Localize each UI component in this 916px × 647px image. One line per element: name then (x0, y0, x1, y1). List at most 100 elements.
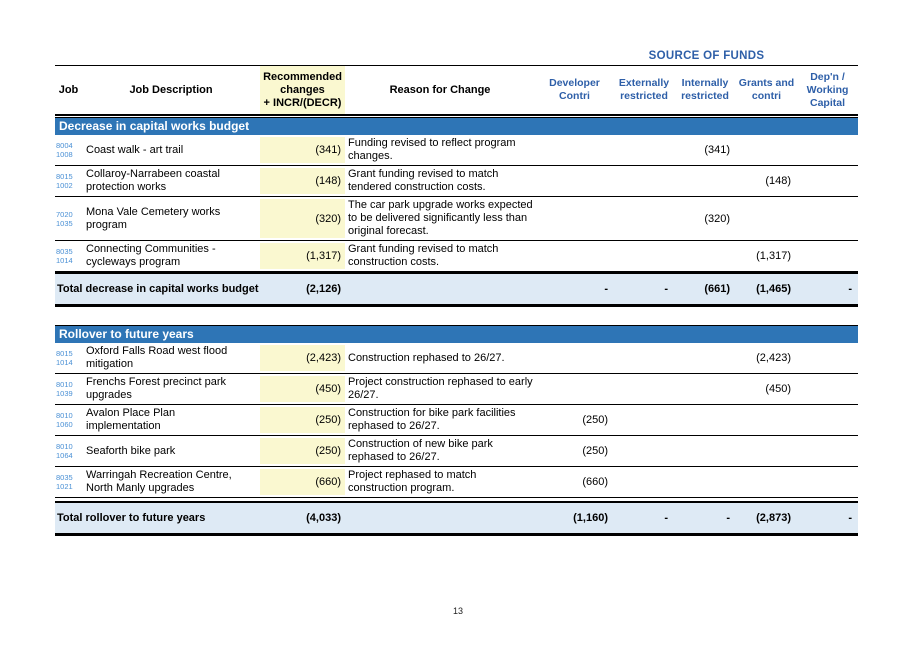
total-label: Total decrease in capital works budget (57, 282, 259, 295)
job-code: 8015 1014 (55, 349, 82, 367)
section-total-row: Total rollover to future years (4,033) (1,… (55, 501, 858, 536)
job-code-line: 7020 (56, 209, 73, 219)
column-header-fund-0: Developer Contri (549, 77, 600, 102)
total-fund-value: - (604, 283, 608, 295)
job-code: 8035 1021 (55, 473, 82, 491)
table-row: 8015 1014 Oxford Falls Road west flood mit… (55, 343, 858, 374)
total-fund-value: - (664, 283, 668, 295)
job-code-line: 8035 (56, 247, 73, 256)
table-row: 8010 1039 Frenchs Forest precinct park upg… (55, 374, 858, 405)
job-code: 8035 1014 (55, 247, 82, 265)
total-fund-value: (1,465) (756, 283, 791, 295)
job-description: Mona Vale Cemetery works program (86, 205, 221, 231)
table-row: 8010 1060 Avalon Place Plan implementation… (55, 405, 858, 436)
budget-table: SOURCE OF FUNDS Job Job Description Reco… (55, 50, 858, 536)
total-recommended-amount: (2,126) (306, 283, 341, 295)
fund-value: (450) (765, 383, 791, 395)
column-header-job: Job (58, 83, 79, 96)
reason-text: Construction for bike park facilities re… (348, 407, 516, 432)
job-code: 8015 1002 (55, 172, 82, 190)
job-code: 8010 1039 (55, 380, 82, 398)
table-row: 8010 1064 Seaforth bike park (250) Construct… (55, 436, 858, 467)
recommended-amount: (660) (260, 469, 345, 495)
job-code-line: 1014 (56, 256, 73, 265)
job-code-line: 1002 (56, 181, 73, 190)
fund-value: (2,423) (756, 352, 791, 364)
table-row: 8004 1008 Coast walk - art trail (341) Fundi… (55, 135, 858, 166)
reason-text: Construction of new bike park rephased t… (348, 438, 493, 463)
job-code-line: 8015 (56, 349, 73, 358)
job-code-line: 8010 (56, 411, 73, 420)
column-header-fund-3: Grants and contri (738, 77, 795, 102)
column-header-fund-4: Dep'n / Working Capital (806, 70, 849, 109)
job-code: 8010 1060 (55, 411, 82, 429)
recommended-amount: (250) (260, 438, 345, 464)
table-row: 8035 1014 Connecting Communities - cyclewa… (55, 241, 858, 272)
job-code-line: 8035 (56, 473, 73, 482)
total-fund-value: (661) (704, 283, 730, 295)
fund-value: (341) (704, 144, 730, 156)
reason-text: Project rephased to match construction p… (348, 469, 477, 494)
job-code-line: 1064 (56, 451, 73, 460)
recommended-amount: (1,317) (260, 243, 345, 269)
reason-text: Funding revised to reflect program chang… (348, 137, 516, 162)
job-description: Connecting Communities - cycleways progr… (86, 243, 216, 268)
section-header: Rollover to future years (55, 325, 858, 343)
total-fund-value: (1,160) (573, 512, 608, 524)
job-code-line: 8010 (56, 442, 73, 451)
section-header: Decrease in capital works budget (55, 117, 858, 135)
section-total-row: Total decrease in capital works budget (2… (55, 272, 858, 307)
recommended-amount: (148) (260, 168, 345, 194)
job-code-line: 1008 (56, 150, 73, 159)
total-recommended-amount: (4,033) (306, 512, 341, 524)
job-description: Warringah Recreation Centre, North Manly… (86, 469, 232, 494)
job-code-line: 8010 (56, 380, 73, 389)
recommended-amount: (2,423) (260, 345, 345, 371)
reason-text: Project construction rephased to early 2… (348, 376, 533, 401)
total-fund-value: - (664, 512, 668, 524)
job-description: Oxford Falls Road west flood mitigation (86, 345, 228, 370)
job-description: Frenchs Forest precinct park upgrades (86, 376, 226, 401)
total-fund-value: (2,873) (756, 512, 791, 524)
fund-value: (320) (704, 212, 730, 225)
table-body: Decrease in capital works budget 8004 1008… (55, 117, 858, 536)
job-code: 7020 1035 (55, 210, 82, 228)
column-header-reason: Reason for Change (389, 83, 491, 96)
job-code: 8010 1064 (55, 442, 82, 460)
table-row: 8015 1002 Collaroy-Narrabeen coastal prote… (55, 166, 858, 197)
column-header-description: Job Description (129, 83, 213, 96)
job-code-line: 1021 (56, 482, 73, 491)
job-description: Seaforth bike park (86, 444, 176, 457)
recommended-amount: (320) (260, 199, 345, 238)
job-code-line: 1039 (56, 389, 73, 398)
page-number: 13 (452, 606, 463, 616)
total-fund-value: - (726, 512, 730, 524)
job-code-line: 1014 (56, 358, 73, 367)
total-fund-value: - (848, 283, 852, 295)
job-description: Coast walk - art trail (86, 143, 184, 156)
reason-text: Construction rephased to 26/27. (348, 351, 505, 364)
reason-text: The car park upgrade works expected to b… (348, 199, 533, 237)
recommended-amount: (341) (260, 137, 345, 163)
column-header-recommended-changes: Recommended changes + INCR/(DECR) (260, 66, 345, 114)
fund-value: (1,317) (756, 250, 791, 262)
table-row: 7020 1035 Mona Vale Cemetery works program… (55, 197, 858, 241)
source-of-funds-title: SOURCE OF FUNDS (648, 50, 765, 62)
fund-value: (148) (765, 175, 791, 187)
job-description: Collaroy-Narrabeen coastal protection wo… (86, 168, 220, 193)
total-label: Total rollover to future years (57, 511, 206, 524)
reason-text: Grant funding revised to match tendered … (348, 168, 499, 193)
job-description: Avalon Place Plan implementation (86, 407, 176, 432)
fund-value: (250) (582, 445, 608, 457)
job-code-line: 8004 (56, 141, 73, 150)
total-fund-value: - (848, 512, 852, 524)
job-code-line: 8015 (56, 172, 73, 181)
job-code-line: 1060 (56, 420, 73, 429)
fund-value: (660) (582, 476, 608, 488)
reason-text: Grant funding revised to match construct… (348, 243, 499, 268)
job-code: 8004 1008 (55, 141, 82, 159)
table-row: 8035 1021 Warringah Recreation Centre, Nor… (55, 467, 858, 498)
column-header-fund-2: Internally restricted (681, 77, 729, 102)
recommended-amount: (450) (260, 376, 345, 402)
